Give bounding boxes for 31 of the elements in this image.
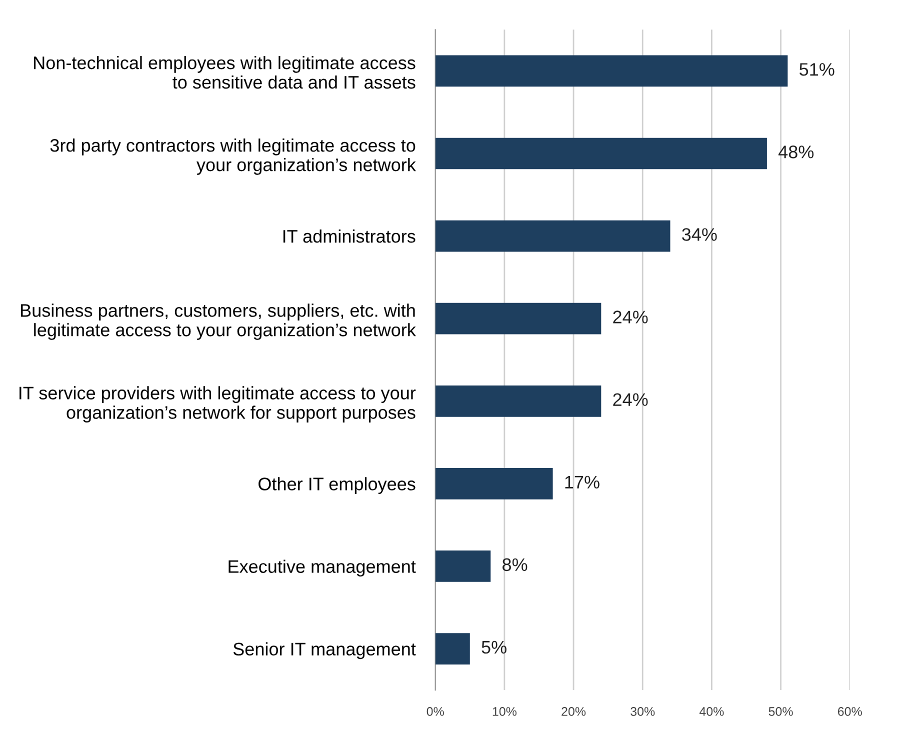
bar	[435, 302, 602, 334]
x-tick-label: 30%	[630, 707, 655, 716]
y-tick-label: Business partners, customers, suppliers, etc. with legitimate access to your organization’s network	[21, 304, 416, 340]
y-tick-label: 3rd party contractors with legitimate access to your organization’s network	[50, 138, 416, 175]
x-tick-label: 10%	[492, 707, 517, 716]
x-tick-label: 50%	[768, 707, 793, 716]
y-tick-label: Executive management	[228, 560, 416, 577]
bar	[435, 468, 553, 500]
data-label: 48%	[778, 146, 814, 158]
data-label: 24%	[613, 310, 648, 324]
data-label: 5%	[482, 640, 506, 654]
data-label: 8%	[502, 558, 528, 572]
x-tick-label: 0%	[426, 707, 444, 716]
data-label: 24%	[613, 393, 648, 406]
y-tick-label: Senior IT management	[233, 642, 416, 660]
bar	[435, 220, 670, 252]
bar	[435, 138, 767, 170]
y-tick-label: Non-technical employees with legitimate access to sensitive data and IT assets	[34, 56, 416, 89]
bar	[435, 550, 491, 582]
data-label: 51%	[800, 63, 834, 76]
x-tick-label: 40%	[699, 707, 724, 716]
data-label: 17%	[565, 476, 600, 488]
x-tick-label: 60%	[838, 707, 862, 716]
y-tick-label: IT administrators	[283, 230, 416, 243]
y-tick-label: IT service providers with legitimate access to your organization’s network for support purposes	[20, 386, 416, 422]
y-tick-label: Other IT employees	[258, 477, 416, 494]
x-tick-label: 20%	[562, 707, 586, 716]
data-label: 34%	[682, 228, 717, 241]
bar	[435, 633, 470, 664]
bar	[435, 55, 788, 87]
bar	[435, 385, 602, 417]
